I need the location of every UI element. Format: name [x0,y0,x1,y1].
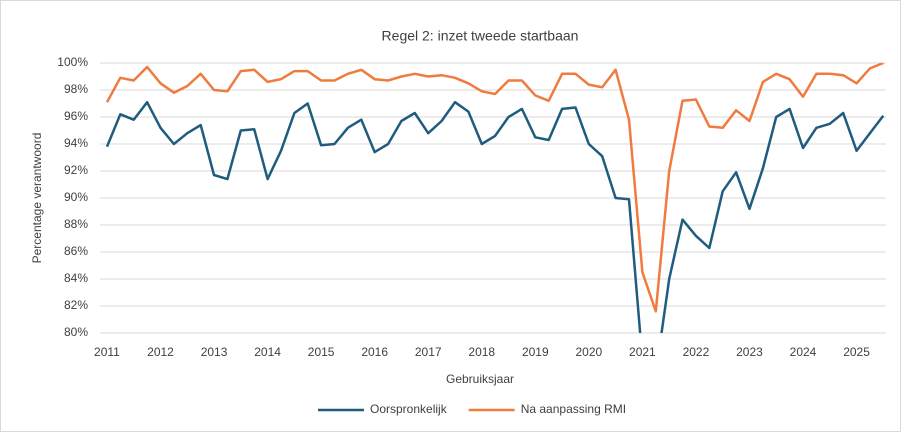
y-tick-label: 86% [64,244,88,258]
y-tick-label: 82% [64,298,88,312]
legend-label: Na aanpassing RMI [521,402,626,416]
y-tick-label: 96% [64,109,88,123]
x-tick-label: 2023 [736,345,763,359]
y-tick-label: 88% [64,217,88,231]
x-tick-label: 2018 [468,345,495,359]
x-tick-label: 2025 [843,345,870,359]
x-tick-label: 2021 [629,345,656,359]
chart-title: Regel 2: inzet tweede startbaan [382,28,579,44]
x-tick-label: 2013 [201,345,228,359]
y-tick-label: 98% [64,82,88,96]
x-tick-label: 2022 [683,345,710,359]
x-axis-label: Gebruiksjaar [446,372,514,386]
x-tick-label: 2017 [415,345,442,359]
y-tick-label: 100% [57,55,88,69]
x-tick-label: 2020 [575,345,602,359]
y-tick-label: 90% [64,190,88,204]
x-tick-label: 2024 [790,345,817,359]
line-series [105,63,884,313]
y-axis-label: Percentage verantwoord [30,133,44,264]
plot-area [105,63,885,333]
legend-label: Oorspronkelijk [370,402,448,416]
y-tick-label: 94% [64,136,88,150]
y-tick-label: 92% [64,163,88,177]
y-tick-label: 84% [64,271,88,285]
x-tick-label: 2019 [522,345,549,359]
x-tick-label: 2011 [94,345,120,359]
line-series [105,100,885,333]
x-tick-label: 2012 [147,345,174,359]
y-tick-label: 80% [64,325,88,339]
x-tick-label: 2014 [254,345,281,359]
x-tick-label: 2015 [308,345,335,359]
x-tick-label: 2016 [361,345,388,359]
